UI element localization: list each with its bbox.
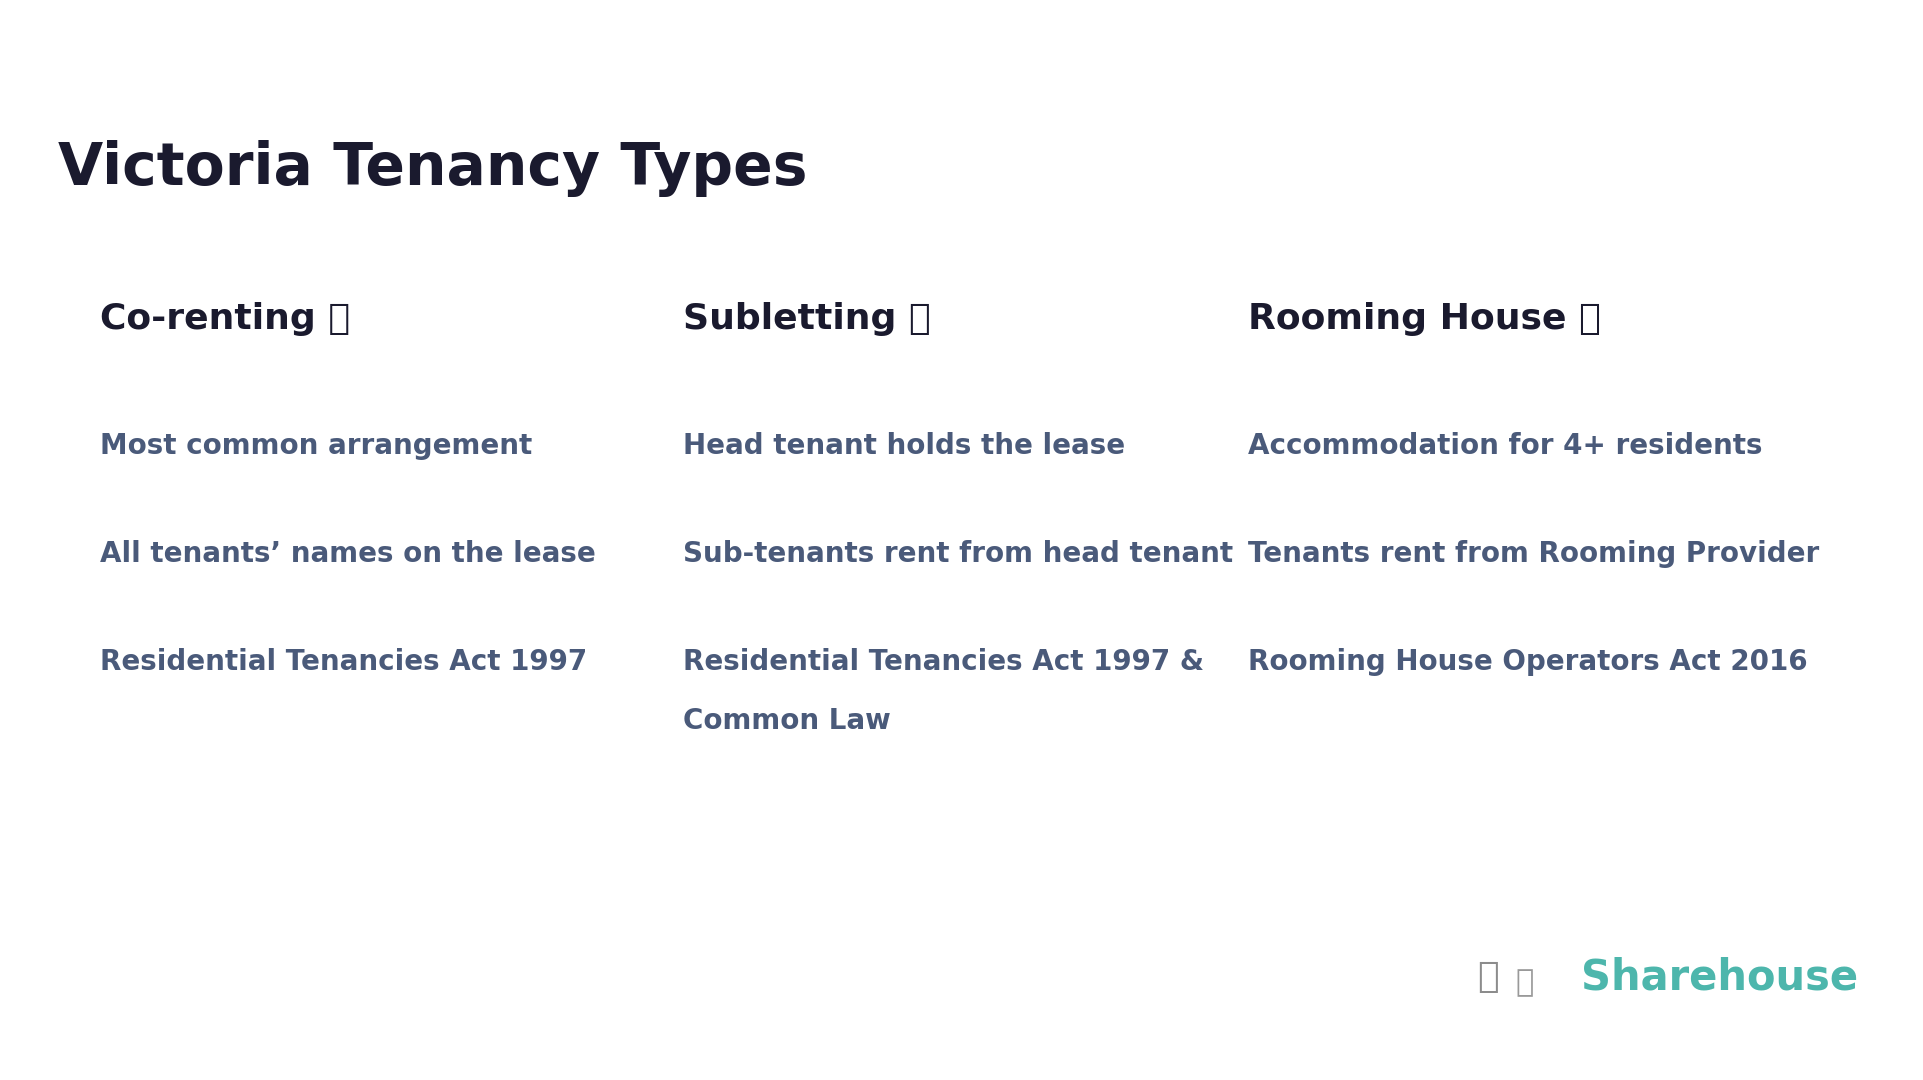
Text: Subletting 🌴: Subletting 🌴 <box>683 302 931 336</box>
Text: Common Law: Common Law <box>683 707 890 735</box>
Text: Sharehouse: Sharehouse <box>1581 957 1858 998</box>
Text: Most common arrangement: Most common arrangement <box>100 432 533 460</box>
Text: Sub-tenants rent from head tenant: Sub-tenants rent from head tenant <box>683 540 1233 568</box>
Text: Residential Tenancies Act 1997 &: Residential Tenancies Act 1997 & <box>683 648 1204 676</box>
Text: Rooming House 🏚: Rooming House 🏚 <box>1248 302 1600 336</box>
Text: 🏡: 🏡 <box>1515 969 1533 997</box>
Text: Victoria Tenancy Types: Victoria Tenancy Types <box>58 140 808 198</box>
Text: Residential Tenancies Act 1997: Residential Tenancies Act 1997 <box>100 648 587 676</box>
Text: 🌳: 🌳 <box>1477 960 1498 995</box>
Text: Rooming House Operators Act 2016: Rooming House Operators Act 2016 <box>1248 648 1808 676</box>
Text: Accommodation for 4+ residents: Accommodation for 4+ residents <box>1248 432 1761 460</box>
Text: Head tenant holds the lease: Head tenant holds the lease <box>683 432 1125 460</box>
Text: All tenants’ names on the lease: All tenants’ names on the lease <box>100 540 596 568</box>
Text: Co-renting 🏠: Co-renting 🏠 <box>100 302 350 336</box>
Text: Tenants rent from Rooming Provider: Tenants rent from Rooming Provider <box>1248 540 1819 568</box>
